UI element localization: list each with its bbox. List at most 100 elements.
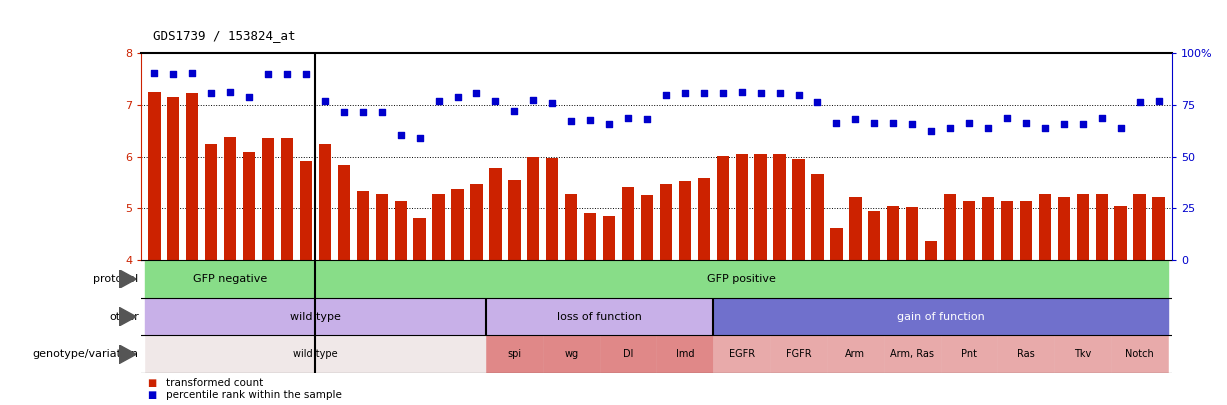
Polygon shape xyxy=(119,307,136,326)
Bar xyxy=(656,335,713,373)
Point xyxy=(789,92,809,99)
Point xyxy=(960,120,979,126)
Bar xyxy=(869,211,881,260)
Point xyxy=(1130,99,1150,105)
Text: percentile rank within the sample: percentile rank within the sample xyxy=(166,390,341,401)
Point xyxy=(504,108,524,114)
Text: genotype/variation: genotype/variation xyxy=(33,349,139,359)
Bar xyxy=(831,228,843,260)
Bar xyxy=(771,335,827,373)
Text: spi: spi xyxy=(507,349,521,359)
Point xyxy=(1092,115,1112,121)
Point xyxy=(1072,121,1092,128)
Bar xyxy=(337,165,350,260)
Point xyxy=(731,89,751,95)
Point xyxy=(751,90,771,97)
Text: EGFR: EGFR xyxy=(729,349,755,359)
Polygon shape xyxy=(119,270,136,288)
Point xyxy=(277,70,297,77)
Bar xyxy=(542,335,600,373)
Point xyxy=(221,89,240,95)
Point xyxy=(486,98,506,104)
Bar xyxy=(145,260,315,298)
Point xyxy=(201,90,221,97)
Text: other: other xyxy=(109,312,139,322)
Point xyxy=(1054,121,1074,128)
Bar xyxy=(660,184,672,260)
Bar xyxy=(1096,194,1108,260)
Point xyxy=(296,70,315,77)
Bar xyxy=(1001,200,1014,260)
Point xyxy=(145,69,164,76)
Point xyxy=(940,125,960,131)
Text: Notch: Notch xyxy=(1125,349,1153,359)
Text: Tkv: Tkv xyxy=(1074,349,1091,359)
Bar xyxy=(1054,335,1112,373)
Point xyxy=(410,135,429,142)
Bar xyxy=(261,139,274,260)
Bar xyxy=(773,154,785,260)
Point xyxy=(448,94,467,100)
Bar xyxy=(755,154,767,260)
Point xyxy=(883,120,903,126)
Point xyxy=(372,109,391,115)
Bar xyxy=(944,194,956,260)
Point xyxy=(524,96,544,103)
Bar xyxy=(357,191,369,260)
Bar xyxy=(906,207,918,260)
Point xyxy=(978,125,998,131)
Bar xyxy=(319,144,331,260)
Text: protocol: protocol xyxy=(93,274,139,284)
Point xyxy=(580,117,600,124)
Bar xyxy=(883,335,941,373)
Bar xyxy=(145,335,486,373)
Point xyxy=(865,120,885,126)
Bar xyxy=(1152,197,1164,260)
Point xyxy=(637,116,656,123)
Bar xyxy=(622,187,634,260)
Point xyxy=(807,99,827,105)
Point xyxy=(334,109,353,115)
Bar xyxy=(1134,194,1146,260)
Bar xyxy=(375,194,388,260)
Bar xyxy=(849,197,861,260)
Bar xyxy=(395,200,407,260)
Text: GFP positive: GFP positive xyxy=(707,274,777,284)
Point xyxy=(921,128,941,134)
Bar xyxy=(1039,194,1052,260)
Bar xyxy=(713,298,1168,335)
Bar xyxy=(963,200,975,260)
Point xyxy=(1036,125,1055,131)
Bar xyxy=(1058,197,1070,260)
Text: Ras: Ras xyxy=(1017,349,1034,359)
Point xyxy=(656,92,676,99)
Bar xyxy=(243,152,255,260)
Bar xyxy=(148,92,161,260)
Point xyxy=(391,132,411,138)
Bar xyxy=(925,241,937,260)
Bar xyxy=(470,184,482,260)
Bar xyxy=(187,94,199,260)
Bar xyxy=(887,206,899,260)
Bar xyxy=(225,137,237,260)
Bar xyxy=(205,144,217,260)
Bar xyxy=(793,159,805,260)
Bar xyxy=(281,138,293,260)
Bar xyxy=(1020,200,1032,260)
Bar xyxy=(490,168,502,260)
Point xyxy=(902,121,921,128)
Point xyxy=(998,115,1017,121)
Text: ■: ■ xyxy=(147,390,157,401)
Bar xyxy=(827,335,883,373)
Bar xyxy=(1112,335,1168,373)
Bar xyxy=(1114,206,1126,260)
Point xyxy=(618,115,638,121)
Point xyxy=(258,70,277,77)
Point xyxy=(542,100,562,106)
Text: Imd: Imd xyxy=(676,349,694,359)
Bar xyxy=(1076,194,1088,260)
Polygon shape xyxy=(119,345,136,364)
Point xyxy=(845,116,865,123)
Point xyxy=(183,69,202,76)
Point xyxy=(1110,125,1130,131)
